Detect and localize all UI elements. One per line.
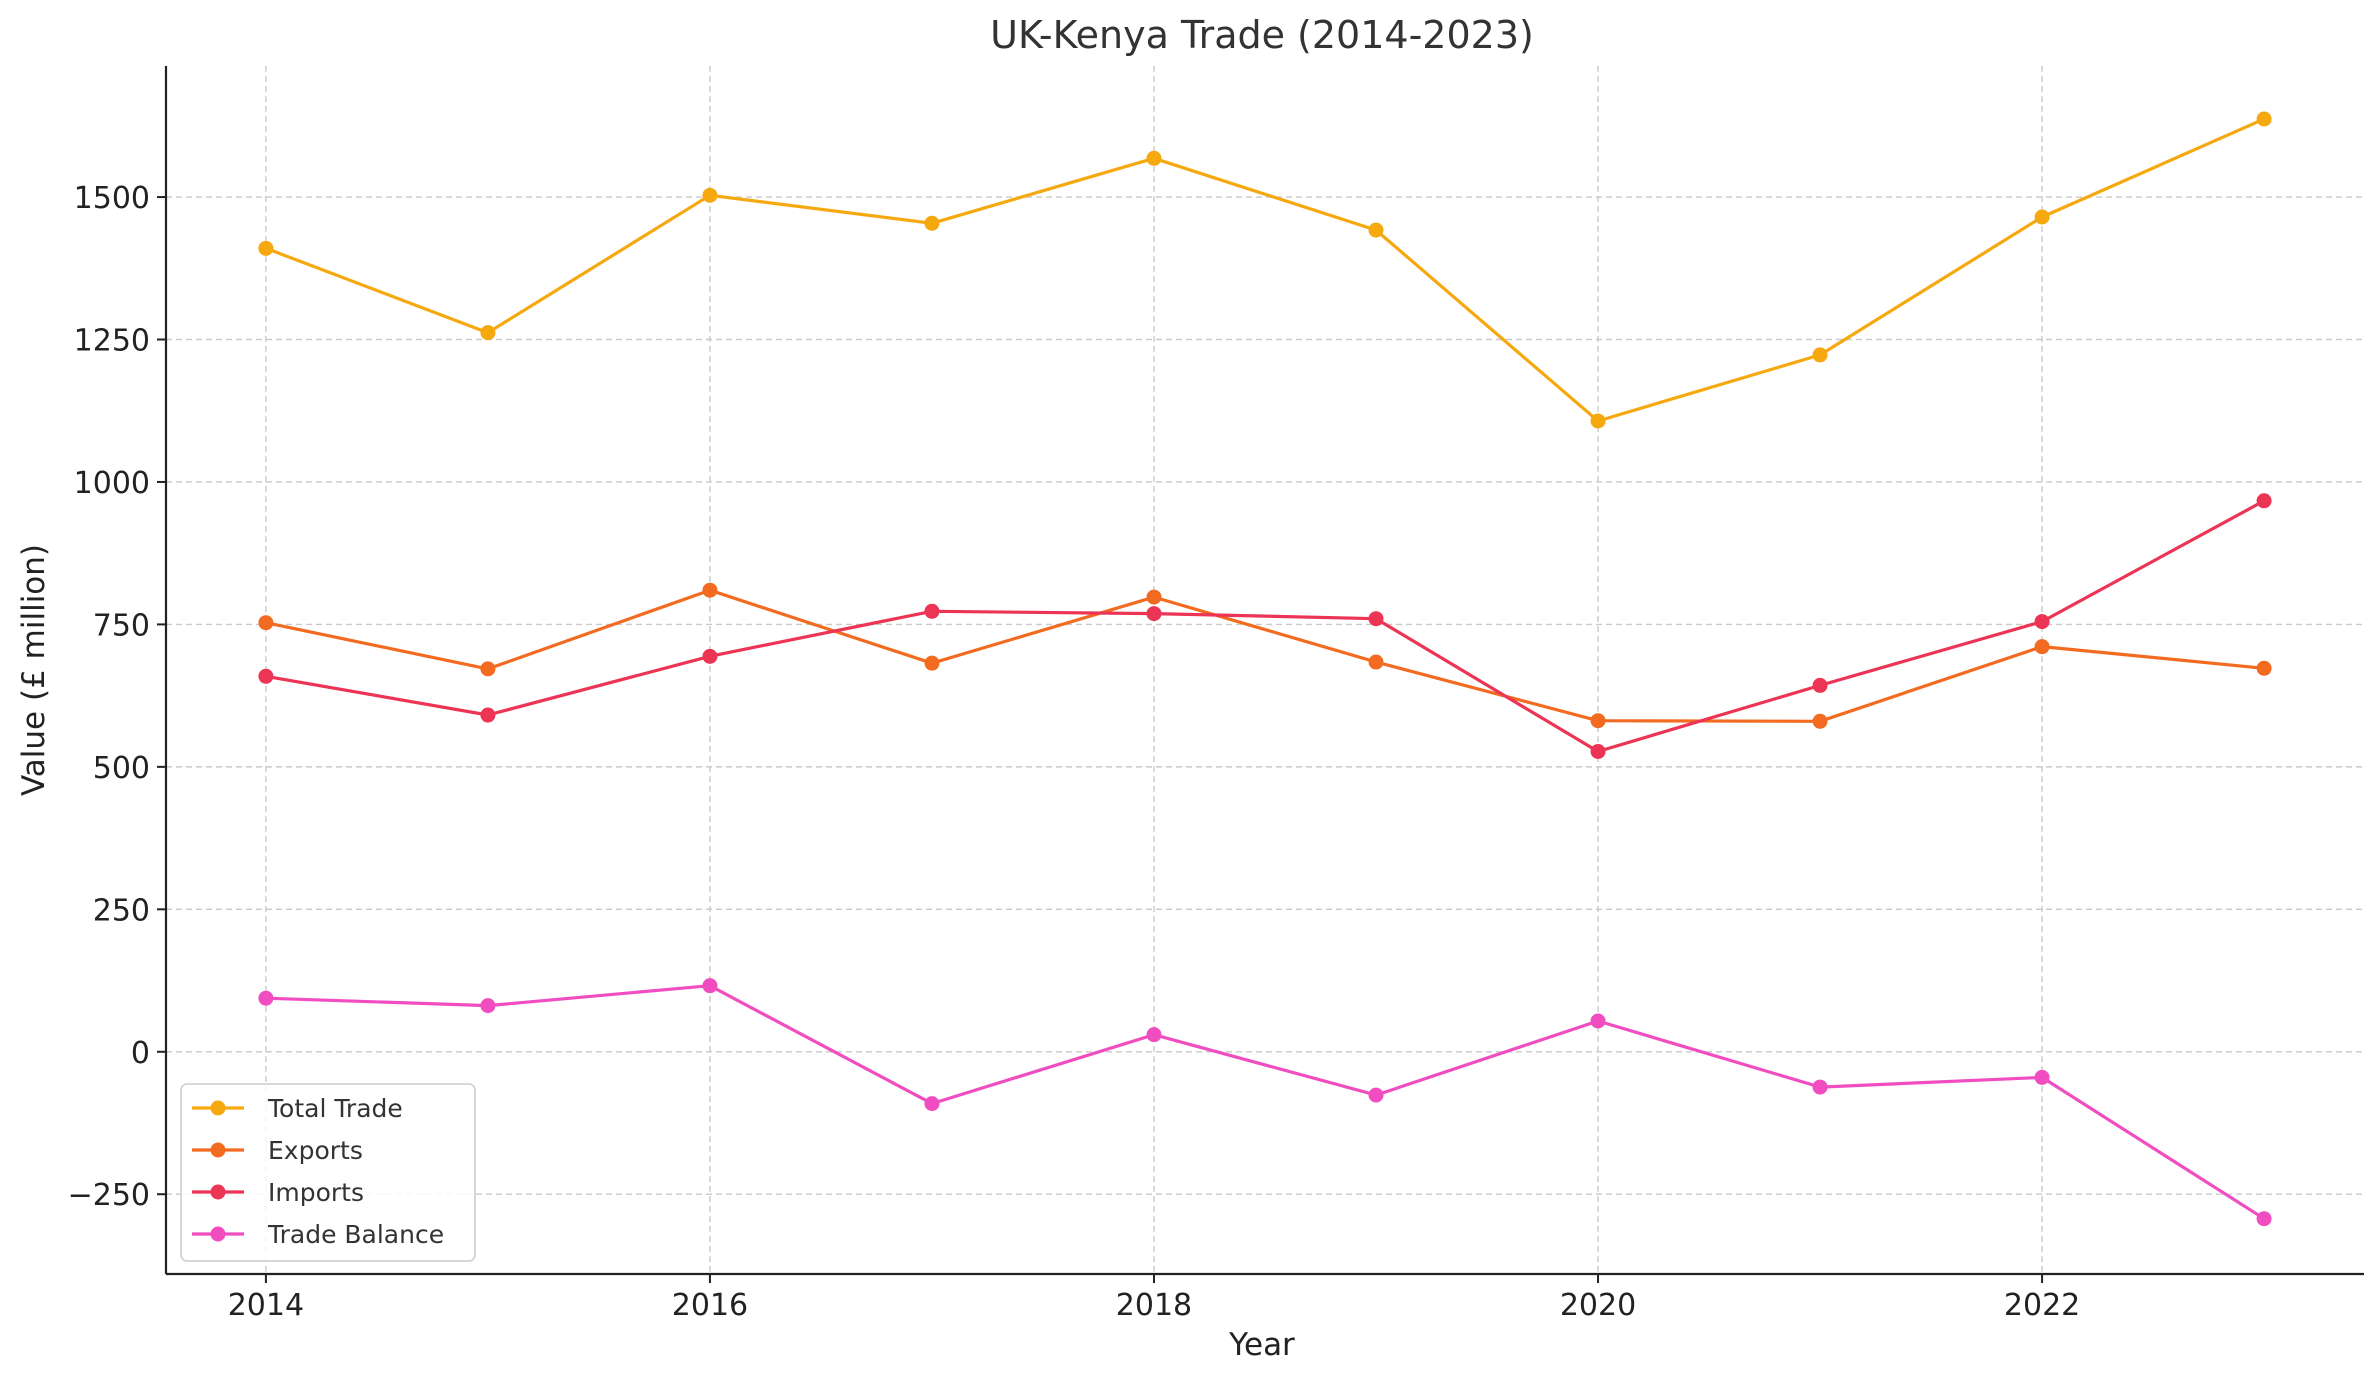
data-point-exports xyxy=(258,615,274,631)
data-point-trade-balance xyxy=(702,978,718,994)
series-trade-balance xyxy=(258,978,2272,1227)
chart-title: UK-Kenya Trade (2014-2023) xyxy=(990,13,1534,57)
data-point-imports xyxy=(702,648,718,664)
x-tick-label: 2016 xyxy=(672,1288,748,1323)
y-tick-label: 1500 xyxy=(74,181,150,216)
data-point-exports xyxy=(702,582,718,598)
legend-label-exports: Exports xyxy=(268,1136,363,1165)
y-tick-label: 0 xyxy=(131,1036,150,1071)
data-point-exports xyxy=(1812,713,1828,729)
y-tick-label: 1000 xyxy=(74,466,150,501)
series-line-imports xyxy=(265,499,2265,754)
series-line-trade-balance xyxy=(265,984,2265,1221)
data-point-total-trade xyxy=(924,215,940,231)
data-point-total-trade xyxy=(480,325,496,341)
legend-swatch-marker xyxy=(210,1184,226,1200)
series-line-exports xyxy=(265,588,2265,723)
series-line-total-trade xyxy=(265,117,2265,423)
data-point-trade-balance xyxy=(2034,1069,2050,1085)
legend-label-trade-balance: Trade Balance xyxy=(267,1220,444,1249)
y-tick-label: 500 xyxy=(93,751,150,786)
data-point-exports xyxy=(1368,654,1384,670)
data-point-total-trade xyxy=(258,240,274,256)
legend-label-imports: Imports xyxy=(268,1178,364,1207)
data-point-imports xyxy=(924,603,940,619)
x-axis-label: Year xyxy=(1228,1327,1295,1363)
x-tick-label: 2014 xyxy=(228,1288,304,1323)
data-point-imports xyxy=(2256,493,2272,509)
data-point-trade-balance xyxy=(1368,1087,1384,1103)
data-point-trade-balance xyxy=(480,998,496,1014)
data-point-total-trade xyxy=(1146,150,1162,166)
data-point-exports xyxy=(924,655,940,671)
data-point-imports xyxy=(1368,611,1384,627)
data-point-total-trade xyxy=(1590,413,1606,429)
data-point-exports xyxy=(2034,639,2050,655)
y-tick-label: 250 xyxy=(93,893,150,928)
x-tick-label: 2020 xyxy=(1560,1288,1636,1323)
y-tick-label: 750 xyxy=(93,608,150,643)
data-point-exports xyxy=(480,661,496,677)
data-point-exports xyxy=(1590,713,1606,729)
data-point-total-trade xyxy=(702,187,718,203)
data-point-exports xyxy=(1146,589,1162,605)
x-tick-label: 2018 xyxy=(1116,1288,1192,1323)
data-point-trade-balance xyxy=(258,990,274,1006)
data-point-total-trade xyxy=(1368,222,1384,238)
data-point-imports xyxy=(1146,606,1162,622)
y-tick-label: 1250 xyxy=(74,324,150,359)
data-point-trade-balance xyxy=(1146,1027,1162,1043)
grid xyxy=(166,66,2364,1274)
legend-box xyxy=(180,1083,476,1262)
y-tick-label: −250 xyxy=(68,1178,150,1213)
series-area xyxy=(258,111,2272,1227)
axes: 2014 2016 2018 2020 2022 −250 0 250 500 750 1000 12… xyxy=(68,66,2364,1323)
legend-label-total-trade: Total Trade xyxy=(267,1094,403,1123)
legend-swatch-marker xyxy=(210,1142,226,1158)
data-point-total-trade xyxy=(2034,209,2050,225)
data-point-trade-balance xyxy=(924,1096,940,1112)
legend-swatch-marker xyxy=(210,1226,226,1242)
data-point-imports xyxy=(480,707,496,723)
series-total-trade xyxy=(258,111,2272,429)
x-tick-label: 2022 xyxy=(2004,1288,2080,1323)
data-point-trade-balance xyxy=(1590,1013,1606,1029)
data-point-total-trade xyxy=(1812,347,1828,363)
legend: Total Trade Exports Imports Trade Balance xyxy=(180,1083,476,1262)
data-point-trade-balance xyxy=(2256,1211,2272,1227)
data-point-imports xyxy=(1590,743,1606,759)
data-point-imports xyxy=(2034,614,2050,630)
legend-swatch-marker xyxy=(210,1100,226,1116)
data-point-exports xyxy=(2256,660,2272,676)
y-axis-label: Value (£ million) xyxy=(16,544,52,796)
series-imports xyxy=(258,493,2272,759)
data-point-total-trade xyxy=(2256,111,2272,127)
series-exports xyxy=(258,582,2272,729)
data-point-trade-balance xyxy=(1812,1079,1828,1095)
data-point-imports xyxy=(1812,677,1828,693)
data-point-imports xyxy=(258,668,274,684)
